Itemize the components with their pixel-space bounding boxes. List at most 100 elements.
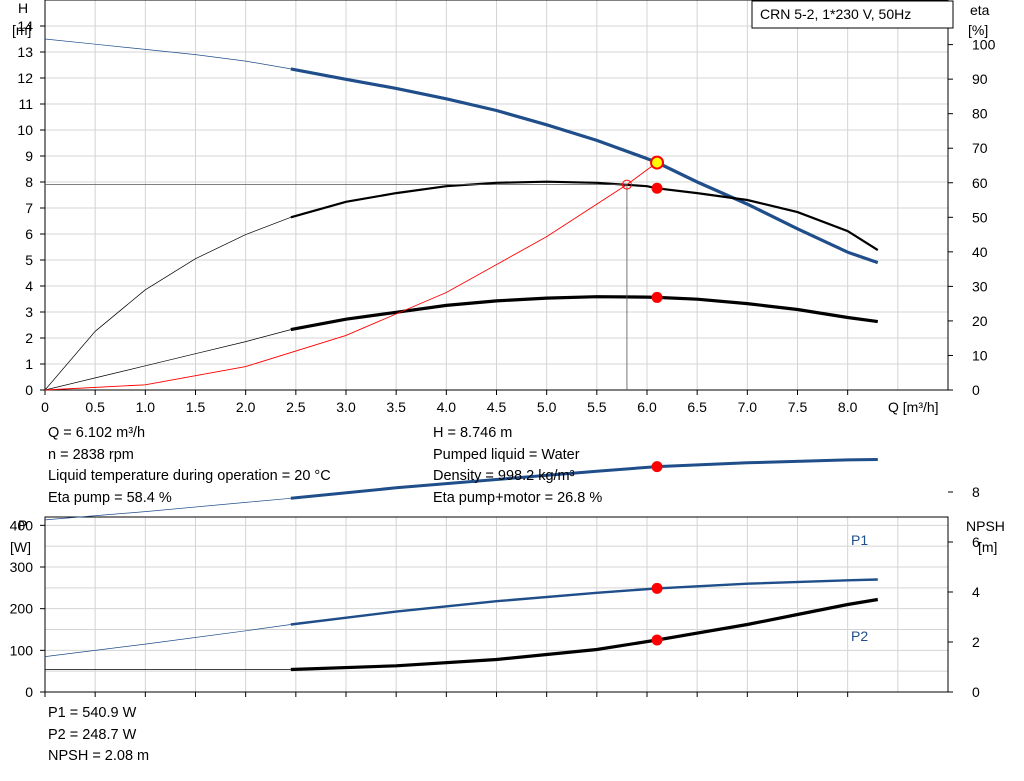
info-top-right: H = 8.746 m Pumped liquid = Water Densit… <box>433 423 602 509</box>
liquid-readout: Pumped liquid = Water <box>433 446 580 463</box>
eta-pump-curve <box>290 180 879 252</box>
p1-duty-point <box>651 461 663 473</box>
eta-tick-label: 80 <box>972 106 988 122</box>
x-tick-label: 2.5 <box>286 399 306 415</box>
info-bottom: P1 = 540.9 W P2 = 248.7 W NPSH = 2.08 m <box>48 703 149 768</box>
head-tick-label: 8 <box>25 174 33 190</box>
x-tick-label: 1.0 <box>136 399 156 415</box>
head-unit-label: [m] <box>12 22 31 38</box>
eta-tick-label: 40 <box>972 244 988 260</box>
npsh-readout: NPSH = 2.08 m <box>48 748 150 764</box>
flow-axis-label: Q [m³/h] <box>888 399 939 415</box>
p1-readout: P1 = 540.9 W <box>48 705 137 721</box>
head-tick-label: 6 <box>25 226 33 242</box>
power-tick-label: 300 <box>10 559 34 575</box>
top-grid <box>44 0 949 391</box>
bottom-tick-labels: 0 100 200 300 400 0 2 4 6 8 <box>10 484 980 700</box>
power-unit-label: [W] <box>10 539 31 555</box>
eta-tick-label: 10 <box>972 347 988 363</box>
npsh-unit-label: [m] <box>978 539 997 555</box>
power-tick-label: 100 <box>10 642 34 658</box>
x-tick-label: 1.5 <box>186 399 206 415</box>
p2-duty-point <box>651 582 663 594</box>
x-tick-label: 6.0 <box>637 399 657 415</box>
chart-title: CRN 5-2, 1*230 V, 50Hz <box>760 6 911 22</box>
eta-tick-label: 0 <box>972 382 980 398</box>
p2-curve-extension <box>44 624 291 657</box>
npsh-tick-label: 4 <box>972 584 980 600</box>
head-tick-label: 7 <box>25 200 33 216</box>
eta-tick-label: 60 <box>972 175 988 191</box>
eta-tick-label: 20 <box>972 313 988 329</box>
x-tick-label: 5.0 <box>537 399 557 415</box>
npsh-tick-label: 6 <box>972 534 980 550</box>
eta-tick-label: 30 <box>972 278 988 294</box>
power-tick-label: 400 <box>10 517 34 533</box>
power-tick-label: 0 <box>25 684 33 700</box>
head-tick-label: 11 <box>18 96 33 112</box>
eta-tick-label: 70 <box>972 140 988 156</box>
head-tick-label: 1 <box>25 356 33 372</box>
head-tick-label: 4 <box>25 278 33 294</box>
eta-tick-label: 100 <box>972 37 996 53</box>
temperature-readout: Liquid temperature during operation = 20… <box>48 468 331 484</box>
x-tick-label: 0 <box>41 399 49 415</box>
top-tick-labels: 0 0.5 1.0 1.5 2.0 2.5 3.0 3.5 4.0 4.5 5.0 5.5 6.0 6.5… <box>17 18 995 415</box>
eta-tick-label: 50 <box>972 209 988 225</box>
info-top-left: Q = 6.102 m³/h n = 2838 rpm Liquid tempe… <box>48 423 331 509</box>
power-axis-label: P <box>18 517 27 533</box>
head-curve <box>290 67 879 265</box>
head-tick-label: 0 <box>25 382 33 398</box>
eta-duty-point <box>651 291 663 303</box>
eta-axis-label: eta <box>970 2 990 18</box>
head-tick-label: 2 <box>25 330 33 346</box>
head-curve-extension <box>44 38 291 70</box>
npsh-curve <box>290 597 879 672</box>
power-tick-label: 200 <box>10 601 34 617</box>
head-readout: H = 8.746 m <box>433 425 513 441</box>
head-tick-label: 13 <box>17 44 33 60</box>
x-tick-label: 4.5 <box>487 399 507 415</box>
x-tick-label: 6.5 <box>687 399 707 415</box>
x-tick-label: 7.0 <box>738 399 758 415</box>
head-tick-label: 9 <box>25 148 33 164</box>
duty-point-marker <box>650 155 665 170</box>
npsh-tick-label: 2 <box>972 634 980 650</box>
p1-curve <box>290 458 878 500</box>
eta-duty-point <box>651 182 663 194</box>
eta-pump-readout: Eta pump = 58.4 % <box>48 489 172 506</box>
x-tick-label: 5.5 <box>587 399 607 415</box>
p2-curve <box>290 578 878 626</box>
x-tick-label: 3.5 <box>386 399 406 415</box>
eta-pump-curve-extension <box>44 216 291 391</box>
bottom-grid <box>44 516 949 693</box>
x-tick-label: 7.5 <box>788 399 808 415</box>
head-tick-label: 5 <box>25 252 33 268</box>
eta-unit-label: [%] <box>968 22 988 38</box>
p2-readout: P2 = 248.7 W <box>48 726 137 743</box>
x-tick-label: 4.0 <box>437 399 457 415</box>
eta-pump-motor-curve <box>290 295 879 332</box>
density-readout: Density = 998.2 kg/m³ <box>433 468 575 484</box>
eta-total-readout: Eta pump+motor = 26.8 % <box>433 489 603 506</box>
head-tick-label: 12 <box>17 70 33 86</box>
head-tick-label: 3 <box>25 304 33 320</box>
eta-pump-motor-curve-extension <box>44 329 291 391</box>
x-tick-label: 2.0 <box>236 399 256 415</box>
eta-tick-label: 90 <box>972 71 988 87</box>
npsh-tick-label: 8 <box>972 484 980 500</box>
head-tick-label: 14 <box>17 18 33 34</box>
p1-curve-extension <box>44 497 291 521</box>
flow-readout: Q = 6.102 m³/h <box>48 425 146 441</box>
p1-curve-label: P1 <box>851 532 868 548</box>
speed-readout: n = 2838 rpm <box>48 446 134 463</box>
head-tick-label: 10 <box>17 122 33 138</box>
x-tick-label: 0.5 <box>85 399 105 415</box>
requested-point-marker <box>621 179 632 190</box>
head-axis-label: H <box>18 0 28 16</box>
npsh-duty-point <box>651 634 663 646</box>
title-box <box>751 0 954 29</box>
npsh-axis-label: NPSH <box>966 518 1005 534</box>
x-tick-label: 3.0 <box>336 399 356 415</box>
